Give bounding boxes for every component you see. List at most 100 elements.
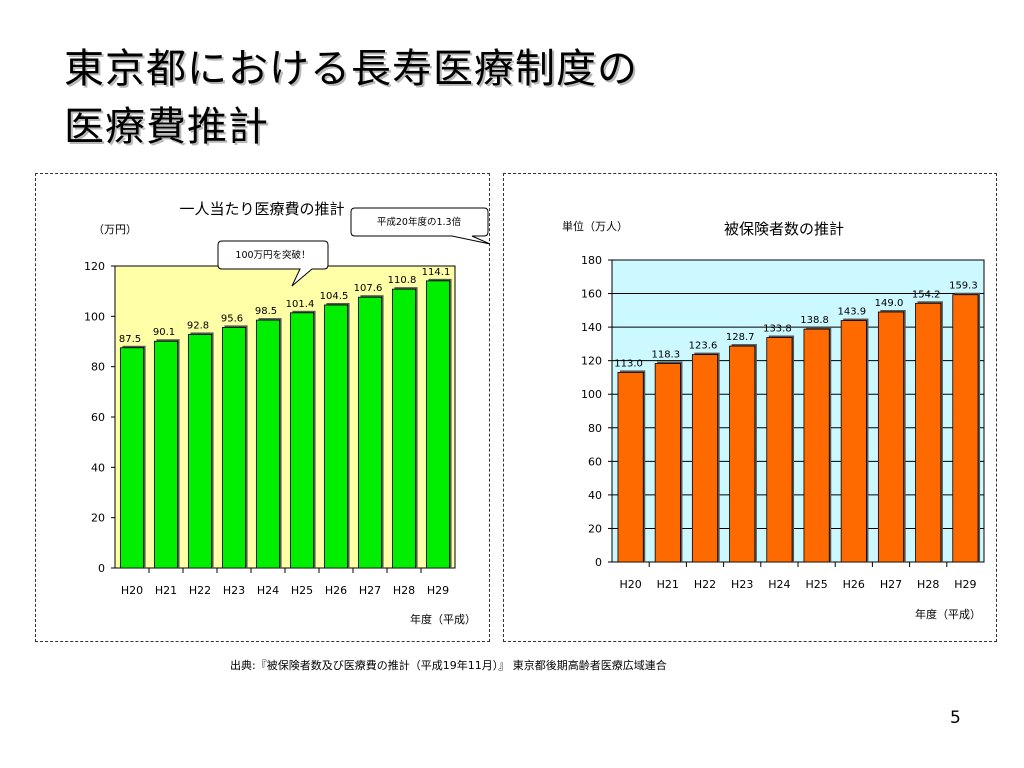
- right-y-axis: 0 20 40 60 80 100 120 140 160 180: [581, 254, 612, 569]
- left-value-label: 98.5: [255, 306, 277, 317]
- left-value-label: 95.6: [221, 313, 243, 324]
- left-chart-y-unit: （万円）: [93, 223, 137, 236]
- right-bar: [729, 345, 756, 563]
- left-xtick-label: H23: [223, 584, 245, 597]
- left-ytick-label: 40: [91, 461, 105, 474]
- right-ytick-label: 20: [588, 522, 602, 535]
- left-ytick-label: 20: [91, 512, 105, 525]
- right-chart: 被保険者数の推計 単位（万人） 113.0 118.3 123.6 128.7 133.…: [562, 219, 985, 621]
- right-ytick-label: 100: [581, 388, 602, 401]
- right-chart-x-title: 年度（平成）: [915, 607, 981, 621]
- left-ytick-label: 120: [84, 260, 105, 273]
- right-ytick-label: 80: [588, 422, 602, 435]
- callout-exceed-100-text: 100万円を突破！: [235, 249, 310, 261]
- slide-title-line-2: 医療費推計: [64, 104, 269, 150]
- right-value-label: 128.7: [726, 332, 755, 343]
- left-bar: [120, 347, 144, 569]
- right-ytick-label: 40: [588, 489, 602, 502]
- left-xtick-label: H21: [155, 584, 177, 597]
- left-xtick-label: H22: [189, 584, 211, 597]
- left-value-label: 110.8: [388, 275, 417, 286]
- callout-exceed-100-shape: [217, 240, 329, 287]
- left-ytick-label: 60: [91, 411, 105, 424]
- slide-title-line-1: 東京都における長寿医療制度の: [64, 46, 638, 92]
- right-x-axis: H20 H21 H22 H23 H24 H25 H26 H27 H28 H29: [619, 562, 977, 591]
- right-value-label: 138.8: [800, 315, 829, 326]
- right-bar: [952, 294, 979, 563]
- right-xtick-label: H29: [954, 578, 976, 591]
- right-bar: [840, 320, 867, 563]
- right-bar: [803, 328, 830, 563]
- right-chart-y-unit: 単位（万人）: [562, 219, 628, 233]
- right-ytick-label: 0: [595, 556, 602, 569]
- left-y-axis: 0 20 40 60 80 100 120: [84, 260, 115, 575]
- left-chart-title: 一人当たり医療費の推計: [179, 200, 344, 218]
- right-bar: [654, 363, 681, 563]
- left-xtick-label: H27: [359, 584, 381, 597]
- left-xtick-label: H26: [325, 584, 347, 597]
- left-bars: 87.5 90.1 92.8 95.6 98.5 101.4 104.5 107.6 110.8…: [119, 267, 452, 569]
- right-xtick-label: H25: [805, 578, 827, 591]
- slide-title: 東京都における長寿医療制度の 医療費推計: [64, 40, 638, 156]
- right-chart-title: 被保険者数の推計: [724, 220, 844, 238]
- left-bar: [290, 312, 314, 569]
- left-bar: [324, 304, 348, 569]
- right-value-label: 118.3: [651, 350, 680, 361]
- left-value-label: 92.8: [187, 320, 209, 331]
- right-value-label: 143.9: [837, 307, 866, 318]
- left-value-label: 104.5: [320, 291, 349, 302]
- left-value-label: 101.4: [286, 299, 315, 310]
- right-xtick-label: H28: [917, 578, 939, 591]
- left-value-label: 114.1: [422, 267, 451, 278]
- left-bar: [222, 327, 246, 569]
- right-value-label: 123.6: [689, 341, 718, 352]
- right-xtick-label: H26: [843, 578, 865, 591]
- left-value-label: 107.6: [354, 283, 383, 294]
- left-ytick-label: 100: [84, 310, 105, 323]
- right-ytick-label: 180: [581, 254, 602, 267]
- left-ytick-label: 80: [91, 361, 105, 374]
- left-xtick-label: H25: [291, 584, 313, 597]
- left-bar: [188, 334, 212, 569]
- callout-exceed-100: 100万円を突破！: [217, 240, 329, 287]
- left-bar: [256, 319, 280, 569]
- left-xtick-label: H29: [427, 584, 449, 597]
- left-xtick-label: H24: [257, 584, 279, 597]
- left-bar: [358, 296, 382, 569]
- right-chart-panel: [503, 173, 997, 642]
- right-value-label: 133.8: [763, 324, 792, 335]
- right-ytick-label: 60: [588, 455, 602, 468]
- right-xtick-label: H21: [657, 578, 679, 591]
- callout-1-3-times-shape: [350, 207, 491, 245]
- right-value-label: 149.0: [875, 298, 904, 309]
- left-chart-x-title: 年度（平成）: [410, 612, 476, 626]
- right-value-label: 154.2: [912, 289, 941, 300]
- left-value-label: 87.5: [119, 334, 141, 345]
- callout-1-3-times-text: 平成20年度の1.3倍: [377, 216, 462, 228]
- left-bar: [154, 340, 178, 569]
- right-value-label: 113.0: [614, 358, 643, 369]
- page-number: 5: [950, 708, 961, 728]
- right-xtick-label: H20: [619, 578, 641, 591]
- left-xtick-label: H28: [393, 584, 415, 597]
- right-xtick-label: H22: [694, 578, 716, 591]
- right-xtick-label: H24: [768, 578, 790, 591]
- right-value-label: 159.3: [949, 281, 978, 292]
- right-xtick-label: H27: [880, 578, 902, 591]
- right-bar: [691, 354, 719, 563]
- left-x-axis: H20 H21 H22 H23 H24 H25 H26 H27 H28 H29: [121, 568, 449, 597]
- source-citation: 出典:『被保険者数及び医療費の推計（平成19年11月）』 東京都後期高齢者医療広…: [230, 659, 667, 672]
- right-bar: [915, 302, 942, 563]
- right-ytick-label: 160: [581, 288, 602, 301]
- right-bar: [877, 311, 905, 563]
- right-ytick-label: 140: [581, 321, 602, 334]
- right-xtick-label: H23: [731, 578, 753, 591]
- right-ytick-label: 120: [581, 355, 602, 368]
- callout-1-3-times: 平成20年度の1.3倍: [350, 207, 491, 245]
- right-bar: [617, 372, 644, 563]
- left-chart-panel: [35, 173, 490, 642]
- right-bar: [766, 337, 793, 563]
- left-chart: 一人当たり医療費の推計 （万円） 87.5 90.1 92.8 95.6 98.5 101…: [84, 200, 491, 626]
- left-bar: [392, 288, 416, 569]
